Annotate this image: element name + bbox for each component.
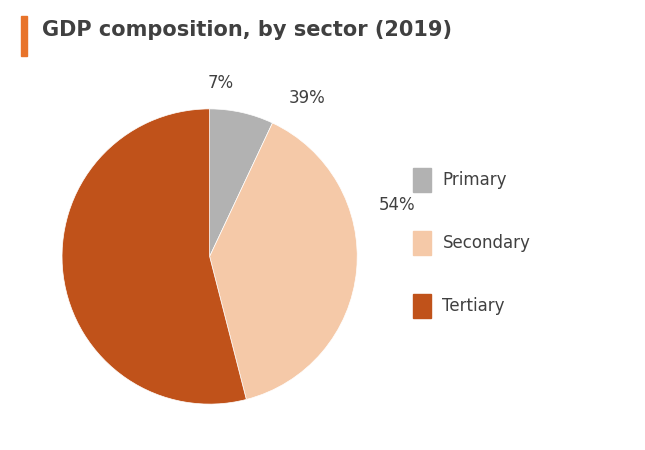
Wedge shape [62,109,246,404]
Text: 39%: 39% [289,89,326,107]
Text: GDP composition, by sector (2019): GDP composition, by sector (2019) [42,20,452,40]
Text: Primary: Primary [442,171,507,189]
Text: Secondary: Secondary [442,234,530,252]
Text: Tertiary: Tertiary [442,297,505,315]
Wedge shape [210,123,357,400]
Text: 54%: 54% [379,196,415,214]
Wedge shape [210,109,272,256]
Text: 7%: 7% [207,74,233,92]
